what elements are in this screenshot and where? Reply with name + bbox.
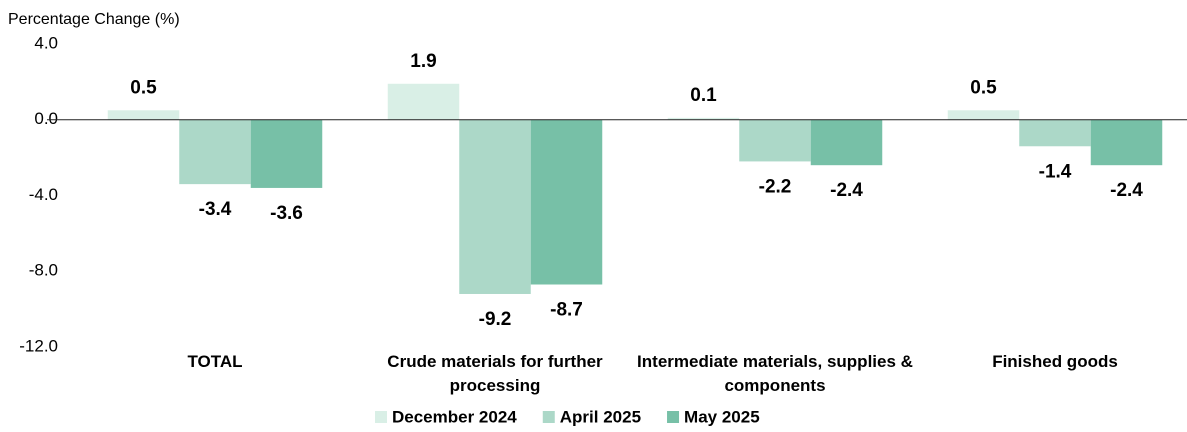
data-label: 0.5 bbox=[130, 77, 157, 98]
bar bbox=[387, 83, 460, 120]
legend-label: April 2025 bbox=[560, 407, 641, 426]
data-label: 0.5 bbox=[970, 77, 997, 98]
y-axis-title: Percentage Change (%) bbox=[8, 11, 180, 28]
bar bbox=[810, 119, 883, 166]
data-label: -3.4 bbox=[199, 199, 232, 220]
bar bbox=[459, 119, 531, 294]
x-tick-label: Intermediate materials, supplies & compo… bbox=[637, 352, 913, 395]
x-tick-label: Finished goods bbox=[992, 352, 1118, 371]
bar bbox=[947, 110, 1020, 120]
y-tick-label: 4.0 bbox=[34, 33, 58, 52]
data-label: -9.2 bbox=[479, 309, 512, 330]
y-tick-label: -4.0 bbox=[29, 185, 58, 204]
y-tick-label: 0.0 bbox=[34, 109, 58, 128]
legend-label: December 2024 bbox=[392, 407, 517, 426]
bar bbox=[1019, 119, 1091, 147]
legend-swatch bbox=[375, 411, 387, 423]
data-label: 0.1 bbox=[690, 85, 717, 106]
data-label: -8.7 bbox=[550, 300, 583, 321]
data-label: 1.9 bbox=[410, 51, 436, 72]
bar bbox=[250, 119, 323, 188]
bar bbox=[107, 110, 180, 120]
data-label: -1.4 bbox=[1039, 161, 1072, 182]
data-label: -2.2 bbox=[759, 176, 792, 197]
x-tick-label: TOTAL bbox=[187, 352, 243, 371]
bar bbox=[1090, 119, 1163, 166]
legend-swatch bbox=[667, 411, 680, 423]
legend-label: May 2025 bbox=[684, 407, 760, 426]
data-label: -3.6 bbox=[270, 203, 303, 224]
legend-swatch bbox=[542, 411, 555, 423]
y-tick-label: -8.0 bbox=[29, 261, 58, 280]
bar bbox=[530, 119, 603, 285]
bar bbox=[667, 117, 740, 120]
bar bbox=[179, 119, 251, 185]
y-tick-label: -12.0 bbox=[19, 336, 58, 355]
x-tick-label: Crude materials for further processing bbox=[387, 352, 603, 395]
bar bbox=[739, 119, 811, 162]
data-label: -2.4 bbox=[830, 180, 863, 201]
data-label: -2.4 bbox=[1110, 180, 1143, 201]
